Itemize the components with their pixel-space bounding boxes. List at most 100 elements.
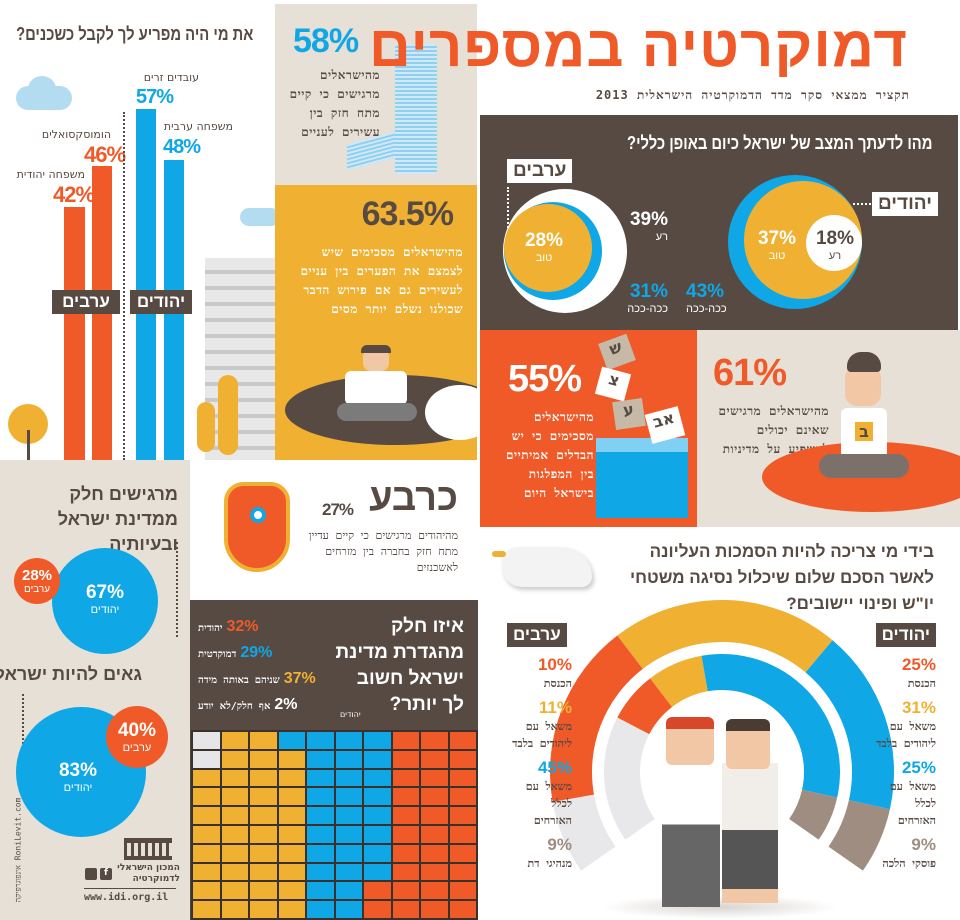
waffle-cell bbox=[278, 825, 305, 843]
person-illustration bbox=[363, 349, 389, 371]
twitter-icon[interactable] bbox=[85, 868, 97, 880]
bar-value: 46% bbox=[84, 142, 126, 167]
answer-label: משאל עם לכלל האזרחים bbox=[889, 780, 936, 827]
waffle-cell bbox=[307, 863, 334, 881]
facebook-icon[interactable]: f bbox=[100, 868, 112, 880]
header: דמוקרטיה במספרים תקציר ממצאי סקר מדד הדמ… bbox=[369, 0, 960, 115]
definition-legend: 32%יהודית 29%דמוקרטית 37%שניהם באותה מידה 2… bbox=[198, 616, 328, 720]
legend-item: 32%יהודית bbox=[198, 616, 328, 642]
definition-question-note: יהודים bbox=[340, 710, 361, 719]
bar-jewish-family bbox=[64, 207, 85, 460]
waffle-cell bbox=[392, 863, 419, 881]
waffle-cell bbox=[421, 863, 448, 881]
answer-item: 31% משאל עם ליהודים בלבד bbox=[872, 698, 936, 752]
waffle-cell bbox=[449, 863, 476, 881]
waffle-cell bbox=[421, 882, 448, 900]
bar-value: 48% bbox=[163, 136, 201, 158]
divider-dotted bbox=[123, 112, 125, 460]
legend-value: 37% bbox=[283, 670, 316, 687]
money-stack-icon bbox=[395, 44, 437, 174]
waffle-cell bbox=[193, 807, 220, 824]
definition-panel: איזו חלק מהגדרת מדינת ישראל חשוב לך יותר… bbox=[190, 600, 478, 920]
tree-icon bbox=[197, 402, 215, 452]
waffle-cell bbox=[307, 844, 334, 862]
parties-value: 55% bbox=[508, 358, 582, 400]
jews-arc-segment bbox=[828, 800, 890, 871]
waffle-cell bbox=[278, 750, 305, 768]
answer-value: 10% bbox=[537, 655, 572, 674]
legend-label: דמוקרטית bbox=[198, 649, 237, 660]
group-tag-jews: יהודים bbox=[871, 192, 938, 216]
waffle-cell bbox=[250, 882, 277, 900]
waffle-cell bbox=[335, 769, 362, 787]
reduce-value: 63.5% bbox=[361, 195, 454, 233]
waffle-cell bbox=[250, 825, 277, 843]
waffle-cell bbox=[421, 788, 448, 806]
ethnic-title: כרבע bbox=[369, 477, 458, 519]
bar-value: 42% bbox=[53, 182, 95, 207]
answer-item: 25% משאל עם לכלל האזרחים bbox=[872, 758, 936, 829]
jews-arc-segment bbox=[805, 640, 894, 810]
connector-dotted bbox=[176, 542, 178, 637]
waffle-cell bbox=[221, 825, 248, 843]
arabs-arc-segment bbox=[789, 789, 838, 840]
waffle-cell bbox=[335, 788, 362, 806]
waffle-cell bbox=[221, 807, 248, 824]
waffle-cell bbox=[307, 732, 334, 749]
waffle-cell bbox=[278, 844, 305, 862]
waffle-cell bbox=[449, 788, 476, 806]
waffle-cell bbox=[335, 825, 362, 843]
answer-item: 10% הכנסת bbox=[508, 655, 572, 692]
bar-label: משפחה ערבית bbox=[163, 120, 233, 133]
waffle-cell bbox=[392, 732, 419, 749]
answer-label: הכנסת bbox=[907, 677, 936, 690]
gap-value: 58% bbox=[293, 22, 359, 60]
ballot-box-icon bbox=[596, 448, 688, 518]
waffle-cell bbox=[221, 882, 248, 900]
answer-item: 9% פוסקי הלכה bbox=[872, 835, 936, 872]
cloud-icon bbox=[28, 76, 56, 102]
men-shadow bbox=[600, 895, 840, 919]
legend-label: אף חלק/לא יודע bbox=[198, 701, 271, 712]
peace-question: בידי מי צריכה להיות הסמכות העליונה לאשר … bbox=[629, 542, 934, 613]
connector-dotted bbox=[22, 694, 24, 752]
definition-question: איזו חלק מהגדרת מדינת ישראל חשוב לך יותר… bbox=[335, 616, 464, 715]
waffle-cell bbox=[307, 882, 334, 900]
arab-man-illustration bbox=[662, 757, 720, 907]
waffle-cell bbox=[335, 863, 362, 881]
peace-arcs-chart bbox=[550, 600, 894, 871]
jews-arc-segment bbox=[617, 600, 833, 673]
jews-bad: 18% רע bbox=[815, 228, 855, 262]
waffle-cell bbox=[221, 769, 248, 787]
waffle-cell bbox=[335, 732, 362, 749]
waffle-cell bbox=[307, 807, 334, 824]
waffle-cell bbox=[193, 825, 220, 843]
reduce-text: מהישראלים מסכימים שיש לצמצם את הפערים בי… bbox=[300, 245, 463, 316]
waffle-cell bbox=[449, 769, 476, 787]
answer-value: 25% bbox=[901, 655, 936, 674]
parties-text: מהישראלים מסכימים כי יש הבדלים אמיתיים ב… bbox=[506, 410, 594, 500]
waffle-cell bbox=[335, 807, 362, 824]
ethnic-panel: כרבע 27% מהיהודים מרגישים כי קיים עדיין … bbox=[190, 460, 480, 600]
waffle-cell bbox=[193, 750, 220, 768]
ballot-paper: ש bbox=[598, 333, 636, 371]
waffle-cell bbox=[449, 750, 476, 768]
legend-value: 29% bbox=[240, 644, 273, 661]
answer-item: 11% משאל עם ליהודים בלבד bbox=[508, 698, 572, 752]
woman-illustration bbox=[845, 366, 881, 406]
waffle-cell bbox=[307, 750, 334, 768]
waffle-cell bbox=[364, 750, 391, 768]
waffle-cell bbox=[193, 844, 220, 862]
waffle-cell bbox=[392, 844, 419, 862]
bar-label: משפחה יהודית bbox=[16, 168, 85, 181]
website-link[interactable]: www.idi.org.il bbox=[84, 892, 169, 903]
ballot-box-icon bbox=[596, 438, 688, 452]
belong-jews: 67% יהודים bbox=[85, 582, 125, 616]
waffle-cell bbox=[250, 901, 277, 918]
tree-icon bbox=[218, 375, 238, 455]
connector-dotted bbox=[853, 203, 883, 205]
org-name: המכון הישראלי לדמוקרטיה bbox=[117, 863, 180, 884]
waffle-cell bbox=[449, 844, 476, 862]
woman-illustration bbox=[847, 352, 881, 372]
jews-answers: 25% הכנסת 31% משאל עם ליהודים בלבד 25% משאל ע… bbox=[872, 655, 936, 878]
